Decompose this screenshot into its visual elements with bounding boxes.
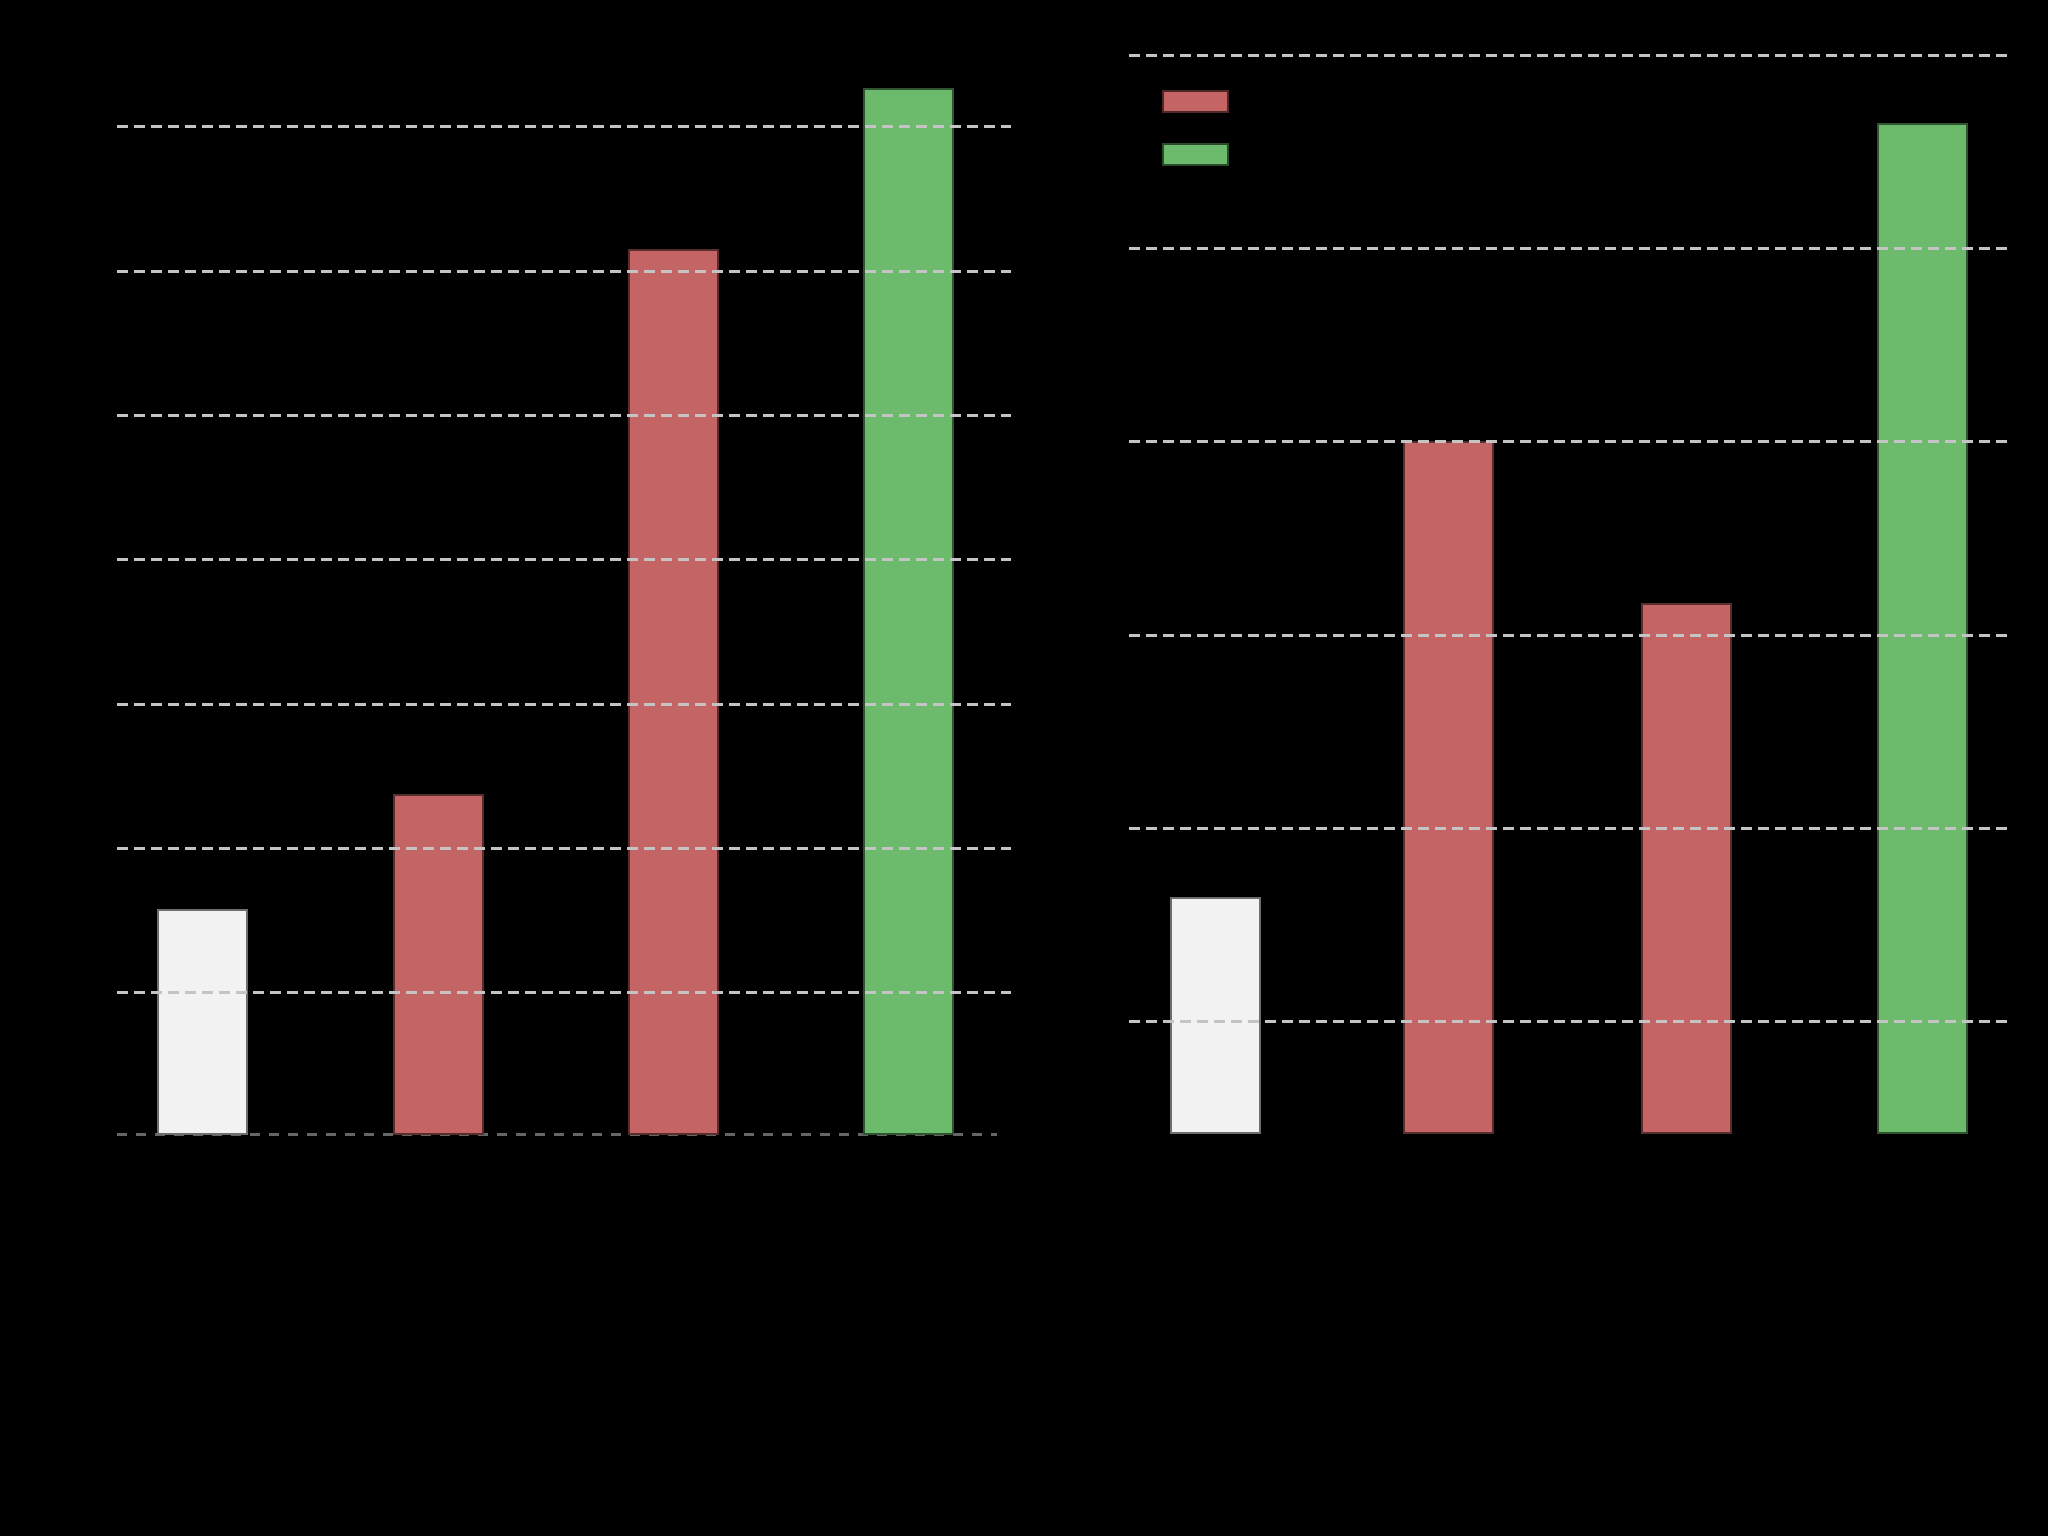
red-series-swatch: [1162, 90, 1229, 113]
right-panel-bar: [1641, 603, 1732, 1134]
green-series-swatch: [1162, 143, 1229, 166]
left-panel-bar: [628, 249, 719, 1135]
left-panel-bar: [393, 794, 484, 1135]
left-panel-bar: [157, 909, 248, 1135]
right-panel-bar: [1877, 123, 1968, 1134]
left-panel-bar: [863, 88, 954, 1135]
right-panel-bar: [1403, 441, 1494, 1134]
right-panel-bar: [1170, 897, 1261, 1134]
